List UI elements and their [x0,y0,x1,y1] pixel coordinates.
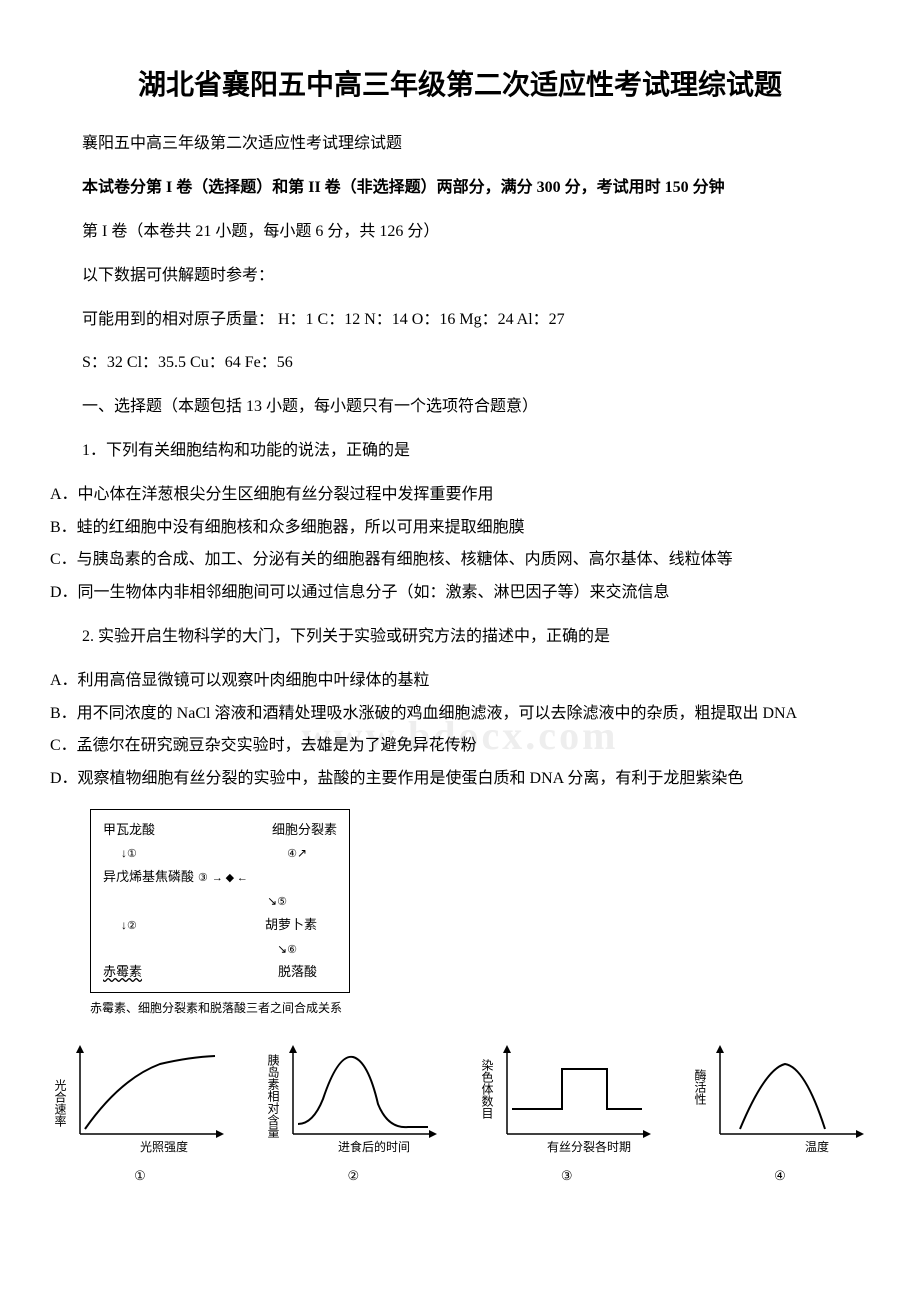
q1-option-c: C．与胰岛素的合成、加工、分泌有关的细胞器有细胞核、核糖体、内质网、高尔基体、线… [50,546,870,575]
arrow-icon: ↘ [277,939,287,961]
chart-2-xlabel: 进食后的时间 [338,1139,410,1154]
q2-option-a: A．利用高倍显微镜可以观察叶肉细胞中叶绿体的基粒 [50,667,870,696]
q2-options: A．利用高倍显微镜可以观察叶肉细胞中叶绿体的基粒 B．用不同浓度的 NaCl 溶… [50,667,870,794]
q1-options: A．中心体在洋葱根尖分生区细胞有丝分裂过程中发挥重要作用 B．蛙的红细胞中没有细… [50,481,870,608]
q1-stem: 1．下列有关细胞结构和功能的说法，正确的是 [50,437,870,466]
atomic-mass-1: 可能用到的相对原子质量： H：1 C：12 N：14 O：16 Mg：24 Al… [50,306,870,335]
chart-3: 染色体数目 有丝分裂各时期 ③ [477,1039,657,1187]
circled-1: ① [127,845,137,865]
arrow-icon: → ◆ ← [212,869,248,889]
q2-option-c: C．孟德尔在研究豌豆杂交实验时，去雄是为了避免异花传粉 [50,732,870,761]
chart-1-xlabel: 光照强度 [140,1139,188,1154]
atomic-mass-2: S：32 Cl：35.5 Cu：64 Fe：56 [50,349,870,378]
diagram-mid-left: 异戊烯基焦磷酸 [103,865,194,888]
chart-1: 光合速率 光照强度 ① [50,1039,230,1187]
q2-stem: 2. 实验开启生物科学的大门，下列关于实验或研究方法的描述中，正确的是 [50,623,870,652]
q2-option-d: D．观察植物细胞有丝分裂的实验中，盐酸的主要作用是使蛋白质和 DNA 分离，有利… [50,765,870,794]
chart-1-svg: 光合速率 光照强度 [50,1039,230,1159]
page-content: www.bdocx.com 湖北省襄阳五中高三年级第二次适应性考试理综试题 襄阳… [50,60,870,1188]
section-heading: 一、选择题（本题包括 13 小题，每小题只有一个选项符合题意） [50,393,870,422]
exam-info: 本试卷分第 I 卷（选择题）和第 II 卷（非选择题）两部分，满分 300 分，… [50,174,870,203]
section1: 第 I 卷（本卷共 21 小题，每小题 6 分，共 126 分） [50,218,870,247]
circled-3: ③ [198,869,208,889]
diagram-caption: 赤霉素、细胞分裂素和脱落酸三者之间合成关系 [90,998,870,1020]
diagram-top-right: 细胞分裂素 [272,818,337,841]
diagram-bottom-left: 赤霉素 [103,960,142,983]
chart-1-ylabel: 光合速率 [53,1079,67,1127]
chart-4: 酶活性 温度 ④ [690,1039,870,1187]
diagram-top-left: 甲瓦龙酸 [103,818,155,841]
diagram-bottom-right: 脱落酸 [278,960,317,983]
diagram-box: 甲瓦龙酸 细胞分裂素 ↓① ④↗ 异戊烯基焦磷酸 ③ → ◆ ← ↘⑤ ↓② 胡… [90,809,350,993]
circled-4: ④ [287,845,297,865]
chart-2-num: ② [348,1164,360,1187]
chart-2-svg: 胰岛素相对含量 进食后的时间 [263,1039,443,1159]
chart-1-num: ① [134,1164,146,1187]
chart-3-num: ③ [561,1164,573,1187]
chart-2: 胰岛素相对含量 进食后的时间 ② [263,1039,443,1187]
arrow-icon: ↘ [267,891,277,913]
chart-3-ylabel: 染色体数目 [480,1058,494,1119]
circled-5: ⑤ [277,893,287,913]
chart-4-num: ④ [774,1164,786,1187]
page-title: 湖北省襄阳五中高三年级第二次适应性考试理综试题 [50,60,870,110]
charts-row: 光合速率 光照强度 ① 胰岛素相对含量 进食后的时间 ② [50,1039,870,1187]
subtitle: 襄阳五中高三年级第二次适应性考试理综试题 [50,130,870,159]
q1-option-a: A．中心体在洋葱根尖分生区细胞有丝分裂过程中发挥重要作用 [50,481,870,510]
chart-3-svg: 染色体数目 有丝分裂各时期 [477,1039,657,1159]
diagram-mid-right: 胡萝卜素 [265,913,317,936]
circled-6: ⑥ [287,941,297,961]
arrow-icon: ↗ [297,843,307,865]
chart-4-xlabel: 温度 [805,1139,829,1154]
q2-option-b: B．用不同浓度的 NaCl 溶液和酒精处理吸水涨破的鸡血细胞滤液，可以去除滤液中… [50,700,870,729]
chart-4-ylabel: 酶活性 [693,1068,707,1106]
data-ref: 以下数据可供解题时参考： [50,262,870,291]
synthesis-diagram: 甲瓦龙酸 细胞分裂素 ↓① ④↗ 异戊烯基焦磷酸 ③ → ◆ ← ↘⑤ ↓② 胡… [90,809,870,1019]
q1-option-b: B．蛙的红细胞中没有细胞核和众多细胞器，所以可用来提取细胞膜 [50,514,870,543]
circled-2: ② [127,917,137,937]
chart-3-xlabel: 有丝分裂各时期 [547,1139,631,1154]
chart-2-ylabel: 胰岛素相对含量 [266,1054,280,1138]
chart-4-svg: 酶活性 温度 [690,1039,870,1159]
q1-option-d: D．同一生物体内非相邻细胞间可以通过信息分子（如：激素、淋巴因子等）来交流信息 [50,579,870,608]
